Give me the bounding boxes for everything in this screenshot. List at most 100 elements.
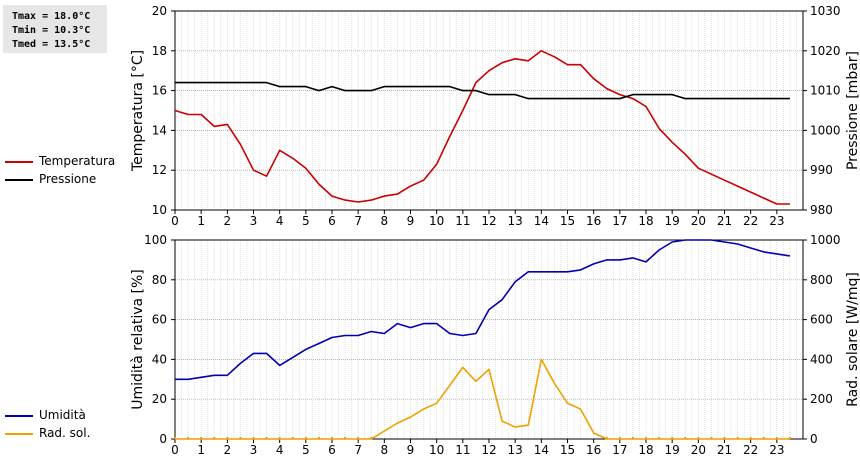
- bottom-series-2-point: [213, 437, 216, 439]
- top-y2tick-label: 1020: [810, 44, 841, 58]
- top-xtick-label: 19: [665, 214, 680, 228]
- bottom-series-2-point: [788, 437, 791, 439]
- bottom-xtick-label: 1: [197, 443, 205, 457]
- top-xtick-label: 0: [171, 214, 179, 228]
- top-ytick-label: 14: [152, 123, 167, 137]
- bottom-xtick-label: 12: [481, 443, 496, 457]
- bottom-series-2-point: [762, 437, 765, 439]
- top-xtick-label: 11: [455, 214, 470, 228]
- bottom-y2tick-label: 800: [810, 273, 833, 287]
- top-ytick-label: 16: [152, 84, 167, 98]
- bottom-series-1-line: [175, 239, 791, 381]
- top-y2tick-label: 1030: [810, 4, 841, 18]
- top-xtick-label: 9: [407, 214, 415, 228]
- bottom-series-2-point: [723, 437, 726, 439]
- bottom-series-2-point: [736, 437, 739, 439]
- stats-tmin: Tmin = 10.3°C: [12, 25, 91, 36]
- bottom-series-2-point: [658, 437, 661, 439]
- top-ytick-label: 18: [152, 44, 167, 58]
- top-xtick-label: 21: [717, 214, 732, 228]
- bottom-xtick-label: 6: [328, 443, 336, 457]
- bottom-chart: 0 1 2 3 4 5 6 7 8 9 10 11 12 13 14 15 16 17 18 19 20 21 22 2302…: [130, 233, 860, 457]
- bottom-xtick-label: 7: [354, 443, 362, 457]
- legend-pressione-label: Pressione: [39, 172, 97, 186]
- bottom-y2tick-label: 0: [810, 432, 818, 446]
- top-ytick-label: 10: [152, 203, 167, 217]
- top-xtick-label: 13: [508, 214, 523, 228]
- top-ylabel: Temperatura [°C]: [130, 50, 146, 172]
- bottom-series-2-point: [357, 437, 360, 439]
- bottom-xtick-label: 17: [612, 443, 627, 457]
- top-series-2-line: [175, 81, 790, 100]
- bottom-ytick-label: 40: [152, 352, 167, 366]
- legend-umidita-swatch: [5, 415, 33, 417]
- top-ytick-label: 12: [152, 163, 167, 177]
- bottom-xtick-label: 21: [717, 443, 732, 457]
- bottom-xtick-label: 23: [769, 443, 784, 457]
- top-xtick-label: 15: [560, 214, 575, 228]
- top-xtick-label: 4: [276, 214, 284, 228]
- top-xtick-label: 5: [302, 214, 310, 228]
- bottom-series-2-point: [278, 437, 281, 439]
- top-xtick-label: 6: [328, 214, 336, 228]
- bottom-series-2-point: [370, 437, 373, 439]
- bottom-xtick-label: 22: [743, 443, 758, 457]
- bottom-xtick-label: 14: [534, 443, 549, 457]
- bottom-series-2-point: [252, 437, 255, 439]
- stats-tmed: Tmed = 13.5°C: [12, 39, 91, 50]
- bottom-xtick-label: 18: [638, 443, 653, 457]
- legend-pressione-swatch: [5, 179, 33, 181]
- bottom-ytick-label: 60: [152, 313, 167, 327]
- bottom-xtick-label: 10: [429, 443, 444, 457]
- bottom-xtick-label: 3: [250, 443, 258, 457]
- bottom-series-2-point: [710, 437, 713, 439]
- bottom-xtick-label: 11: [455, 443, 470, 457]
- bottom-series-2-point: [331, 437, 333, 439]
- bottom-xtick-label: 13: [508, 443, 523, 457]
- bottom-series-2-point: [265, 437, 268, 439]
- bottom-series-2-point: [317, 437, 320, 439]
- bottom-ytick-label: 20: [152, 392, 167, 406]
- bottom-series-2-point: [645, 437, 647, 439]
- stats-tmax: Tmax = 18.0°C: [12, 11, 91, 22]
- bottom-series-2-point: [618, 437, 621, 439]
- legend-temperatura-swatch: [5, 161, 33, 163]
- bottom-y2tick-label: 600: [810, 313, 833, 327]
- bottom-y2label: Rad. solare [W/mq]: [845, 272, 860, 407]
- top-xtick-label: 17: [612, 214, 627, 228]
- bottom-ytick-label: 0: [159, 432, 167, 446]
- top-series-1-line: [174, 49, 790, 205]
- top-xtick-label: 16: [586, 214, 601, 228]
- top-y2tick-label: 1010: [810, 84, 841, 98]
- top-xtick-label: 10: [429, 214, 444, 228]
- top-xtick-label: 12: [481, 214, 496, 228]
- top-xtick-label: 1: [197, 214, 205, 228]
- bottom-series-2-point: [775, 437, 778, 439]
- bottom-series-2-point: [239, 437, 242, 439]
- bottom-xtick-label: 15: [560, 443, 575, 457]
- bottom-ytick-label: 100: [144, 233, 167, 247]
- top-y2tick-label: 990: [810, 163, 833, 177]
- bottom-xtick-label: 0: [171, 443, 179, 457]
- top-y2tick-label: 1000: [810, 123, 841, 137]
- bottom-ytick-label: 80: [152, 273, 167, 287]
- top-xtick-label: 23: [769, 214, 784, 228]
- bottom-y2tick-label: 400: [810, 352, 833, 366]
- top-ytick-label: 20: [152, 4, 167, 18]
- top-y2tick-label: 980: [810, 203, 833, 217]
- bottom-series-2-point: [174, 437, 176, 439]
- legend-radsol-label: Rad. sol.: [39, 426, 91, 440]
- bottom-xtick-label: 19: [665, 443, 680, 457]
- bottom-xtick-label: 4: [276, 443, 284, 457]
- top-xtick-label: 14: [534, 214, 549, 228]
- bottom-series-2-point: [697, 437, 700, 439]
- bottom-series-2-point: [304, 437, 307, 439]
- top-xtick-label: 8: [381, 214, 389, 228]
- bottom-series-2-point: [344, 437, 347, 439]
- bottom-series-2-point: [605, 437, 608, 439]
- bottom-xtick-label: 5: [302, 443, 310, 457]
- top-xtick-label: 22: [743, 214, 758, 228]
- bottom-y2tick-label: 1000: [810, 233, 841, 247]
- bottom-series-2-point: [631, 437, 634, 439]
